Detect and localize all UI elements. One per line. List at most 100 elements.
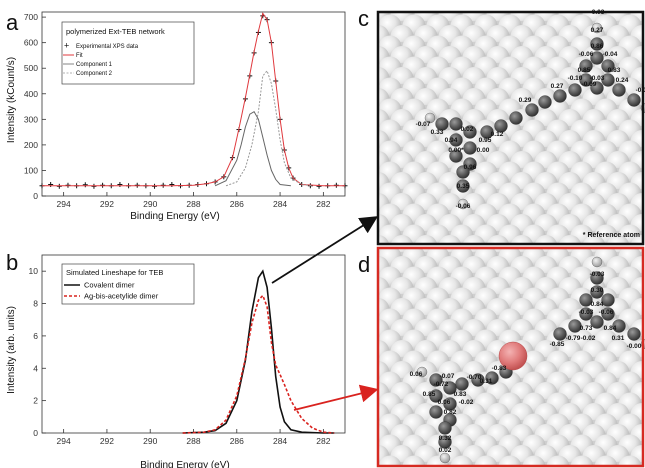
charge-label: 0.06 bbox=[410, 371, 423, 378]
charge-label: -0.09 bbox=[582, 81, 597, 88]
charge-label: 0.27 bbox=[591, 27, 604, 34]
charge-label: -0.03 bbox=[590, 75, 605, 82]
carbon-atom bbox=[463, 141, 477, 155]
x-tick-label: 282 bbox=[316, 199, 330, 209]
charge-label: 0.24 bbox=[616, 77, 629, 84]
charge-label: -0.79 bbox=[566, 335, 581, 342]
charge-label: 0.73 bbox=[580, 325, 593, 332]
charge-label: -0.83 bbox=[492, 365, 507, 372]
carbon-atom bbox=[627, 93, 641, 107]
panel-a-letter: a bbox=[6, 10, 19, 35]
charge-label: 0.83 bbox=[454, 391, 467, 398]
x-tick-label: 286 bbox=[230, 436, 244, 446]
carbon-atom bbox=[601, 73, 615, 87]
y-tick-label: 700 bbox=[24, 12, 38, 22]
charge-label: 0.32 bbox=[439, 435, 452, 442]
svg-text:+: + bbox=[64, 41, 69, 51]
carbon-atom bbox=[590, 51, 604, 65]
carbon-atom bbox=[485, 371, 499, 385]
carbon-atom bbox=[590, 37, 604, 51]
x-tick-label: 294 bbox=[57, 199, 71, 209]
y-tick-label: 400 bbox=[24, 89, 38, 99]
y-tick-label: 300 bbox=[24, 114, 38, 124]
carbon-atom bbox=[590, 81, 604, 95]
carbon-atom bbox=[601, 293, 615, 307]
charge-label: 0.31 bbox=[480, 378, 493, 385]
y-tick-label: 0 bbox=[33, 428, 38, 438]
series-line-2 bbox=[214, 111, 291, 187]
hydrogen-atom bbox=[424, 112, 436, 124]
charge-label: 0.94 bbox=[445, 137, 458, 144]
data-point bbox=[333, 182, 339, 188]
carbon-atom bbox=[579, 307, 593, 321]
charge-label: 0.30 bbox=[591, 287, 604, 294]
panel-a-legend-title: polymerized Ext-TEB network bbox=[66, 27, 165, 36]
x-tick-label: 294 bbox=[57, 436, 71, 446]
panel-d-model: -0.030.300.84-0.03 -0.060.73 0.84-0.79 -0.0… bbox=[376, 246, 645, 468]
charge-label: 0.12 bbox=[491, 131, 504, 138]
carbon-atom bbox=[590, 315, 604, 329]
y-tick-label: 2 bbox=[33, 396, 38, 406]
series-line-0 bbox=[182, 269, 335, 434]
hydrogen-atom bbox=[416, 366, 428, 378]
data-point bbox=[100, 182, 106, 188]
charge-label: -0.04 bbox=[603, 51, 618, 58]
carbon-atom bbox=[627, 327, 641, 341]
hydrogen-atom bbox=[457, 198, 469, 210]
data-point bbox=[160, 182, 166, 188]
carbon-atom bbox=[429, 373, 443, 387]
x-tick-label: 290 bbox=[143, 436, 157, 446]
carbon-atom bbox=[590, 285, 604, 299]
panel-a-ylabel: Intensity (kCount/s) bbox=[6, 57, 17, 143]
y-tick-label: 600 bbox=[24, 38, 38, 48]
charge-label: 0.00 bbox=[477, 147, 490, 154]
series-line-1 bbox=[182, 294, 335, 434]
x-tick-label: 282 bbox=[316, 436, 330, 446]
panel-c-model: -0.030.270.86-0.06 -0.040.85 0.83-0.10 -0.0… bbox=[376, 9, 645, 246]
panel-b-xlabel: Binding Energy (eV) bbox=[140, 460, 230, 468]
panel-c-molecule: -0.030.270.86-0.06 -0.040.85 0.83-0.10 -0.0… bbox=[416, 9, 645, 210]
charge-label: -0.06 bbox=[579, 51, 594, 58]
carbon-atom bbox=[601, 59, 615, 73]
y-tick-label: 0 bbox=[33, 191, 38, 201]
legend-a-series-0: Experimental XPS data bbox=[76, 44, 139, 50]
charge-label: 0.85 bbox=[423, 391, 436, 398]
carbon-atom bbox=[438, 421, 452, 435]
carbon-atom bbox=[612, 319, 626, 333]
y-tick-label: 100 bbox=[24, 165, 38, 175]
carbon-atom bbox=[525, 103, 539, 117]
carbon-atom bbox=[494, 119, 508, 133]
carbon-atom bbox=[429, 405, 443, 419]
carbon-atom bbox=[553, 327, 567, 341]
charge-label: 0.06 bbox=[438, 399, 451, 406]
panel-a-plot: 294 292 290 288 286 284 282 0 100 200 300 400 500 600… bbox=[24, 11, 348, 209]
carbon-atom bbox=[579, 59, 593, 73]
x-tick-label: 286 bbox=[230, 199, 244, 209]
carbon-atom bbox=[438, 435, 452, 449]
carbon-atom bbox=[456, 179, 470, 193]
hydrogen-atom bbox=[591, 256, 603, 268]
carbon-atom bbox=[449, 117, 463, 131]
hydrogen-atom bbox=[439, 452, 451, 464]
panel-b-legend-title: Simulated Lineshape for TEB bbox=[66, 268, 163, 277]
charge-label: 0.33 bbox=[431, 129, 444, 136]
carbon-atom bbox=[538, 95, 552, 109]
carbon-atom bbox=[601, 307, 615, 321]
charge-label: 0.31 bbox=[612, 335, 625, 342]
charge-label: 0.02 bbox=[461, 126, 474, 133]
panel-a-xlabel: Binding Energy (eV) bbox=[130, 211, 220, 222]
x-tick-label: 284 bbox=[273, 199, 287, 209]
charge-label: 0.85 bbox=[578, 67, 591, 74]
x-tick-label: 284 bbox=[273, 436, 287, 446]
charge-label: 0.84 bbox=[604, 325, 617, 332]
series-line-3 bbox=[225, 69, 313, 187]
panel-c-footnote: * Reference atom bbox=[583, 232, 640, 239]
series-line-1 bbox=[42, 12, 345, 187]
charge-label: -0.85 bbox=[550, 341, 565, 348]
carbon-atom bbox=[579, 73, 593, 87]
charge-label: 0.00* bbox=[448, 147, 464, 154]
y-tick-label: 500 bbox=[24, 63, 38, 73]
carbon-atom bbox=[443, 381, 457, 395]
carbon-atom bbox=[590, 271, 604, 285]
carbon-atom bbox=[471, 373, 485, 387]
